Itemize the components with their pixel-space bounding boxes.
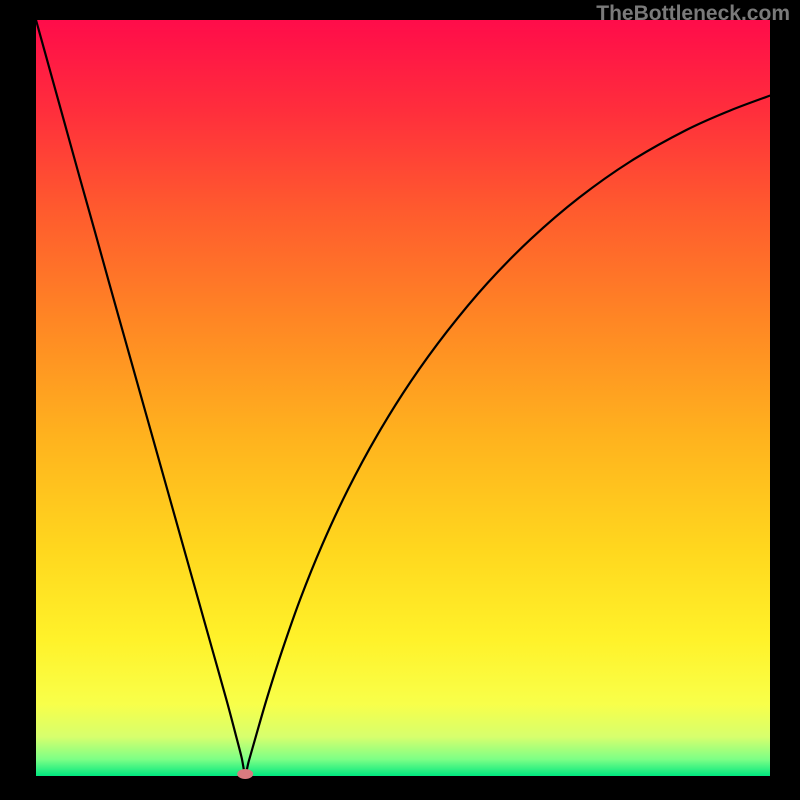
gradient-plot-area [36,20,770,776]
watermark-text: TheBottleneck.com [596,2,790,26]
minimum-marker [237,769,253,779]
bottleneck-chart [0,0,800,800]
chart-container: TheBottleneck.com [0,0,800,800]
